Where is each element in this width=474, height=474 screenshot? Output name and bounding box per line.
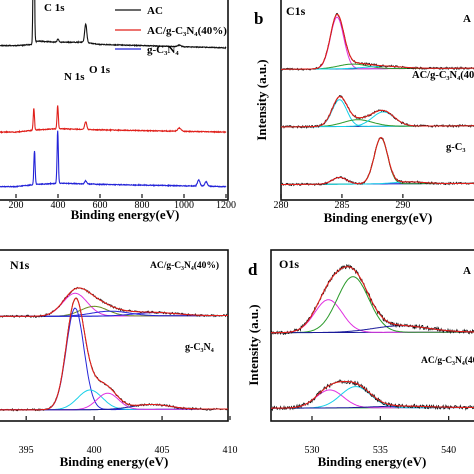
n1s-tick-label: 395 <box>19 445 34 456</box>
o1s-x-axis-label: Binding energy(eV) <box>318 454 427 469</box>
c1s-y-axis-label: Intensity (a.u.) <box>254 59 269 140</box>
panel-survey-frame <box>0 0 229 201</box>
n1s-title: N1s <box>10 258 30 272</box>
survey-series-line <box>0 105 227 134</box>
c1s-title: C1s <box>286 4 306 18</box>
panel-letter-d: d <box>248 260 258 279</box>
survey-x-axis-label: Binding energy(eV) <box>71 207 180 222</box>
o1s-tick-label: 535 <box>373 445 388 456</box>
panel-n1s-frame <box>0 249 229 422</box>
o1s-y-axis-label: Intensity (a.u.) <box>246 304 261 385</box>
o1s-x-ticks: 530 535 540 <box>305 416 456 456</box>
o1s-fit-envelope <box>271 380 474 409</box>
c1s-label-gcn: g-C₃ <box>446 142 465 153</box>
c1s-fit-envelope <box>281 95 474 128</box>
o1s-curves <box>271 263 474 412</box>
panel-c1s-frame <box>280 0 474 201</box>
panel-letter-b: b <box>254 9 263 28</box>
legend-label-ac: AC <box>147 5 163 17</box>
o1s-fit-component <box>271 276 474 334</box>
c1s-fit-envelope <box>281 136 474 186</box>
panel-c1s: 280 285 290 b C1s A AC/g-C₃N₄(40 g-C₃ Inte… <box>254 0 474 225</box>
c1s-raw-data <box>281 12 474 71</box>
o1s-tick-label: 540 <box>441 445 456 456</box>
n1s-tick-label: 400 <box>87 445 102 456</box>
n1s-x-ticks: 395 400 405 410 <box>19 416 238 456</box>
survey-tick-label: 1200 <box>216 200 236 211</box>
o1s-tick-label: 530 <box>305 445 320 456</box>
c1s-fit-envelope <box>281 13 474 70</box>
c1s-x-axis-label: Binding energy(eV) <box>324 210 433 225</box>
survey-tick-label: 600 <box>93 200 108 211</box>
c1s-curves <box>281 12 474 187</box>
panel-o1s-frame <box>270 249 474 422</box>
c1s-tick-label: 285 <box>334 200 349 211</box>
peak-label-n1s: N 1s <box>64 71 85 83</box>
survey-tick-label: 200 <box>9 200 24 211</box>
legend-label-composite: AC/g-C₃N₄(40%) <box>147 25 227 37</box>
o1s-fit-envelope <box>271 266 474 334</box>
c1s-label-ac-partial: A <box>463 13 471 25</box>
n1s-x-axis-label: Binding energy(eV) <box>60 454 169 469</box>
n1s-tick-label: 410 <box>223 445 238 456</box>
o1s-label-ac-partial: A <box>463 265 471 277</box>
n1s-label-composite: AC/g-C₃N₄(40%) <box>150 260 219 271</box>
o1s-title: O1s <box>279 257 299 271</box>
c1s-label-composite: AC/g-C₃N₄(40 <box>412 70 474 81</box>
o1s-raw-data <box>271 263 474 336</box>
o1s-label-composite: AC/g-C₃N₄(40 <box>421 355 474 366</box>
panel-survey: 200 400 600 800 1000 1200 Binding energy(eV) … <box>0 0 236 222</box>
survey-tick-label: 400 <box>51 200 66 211</box>
survey-legend: AC AC/g-C₃N₄(40%) g-C₃N₄ <box>115 5 227 56</box>
survey-tick-label: 800 <box>135 200 150 211</box>
survey-x-ticks: 200 400 600 800 1000 1200 <box>9 194 236 211</box>
peak-label-c1s: C 1s <box>44 2 65 14</box>
panel-n1s: 395 400 405 410 N1s AC/g-C₃N₄(40%) g-C₃N₄ B… <box>0 249 238 469</box>
panel-o1s: 530 535 540 d O1s A AC/g-C₃N₄(40 Intensity… <box>246 249 474 469</box>
n1s-label-gcn: g-C₃N₄ <box>185 342 214 353</box>
n1s-fit-component <box>0 307 228 411</box>
legend-label-gcn: g-C₃N₄ <box>147 44 179 56</box>
peak-label-o1s: O 1s <box>89 64 111 76</box>
survey-series-line <box>0 0 227 50</box>
c1s-fit-component <box>281 16 474 70</box>
c1s-x-ticks: 280 285 290 <box>274 194 410 211</box>
survey-curves <box>0 0 227 189</box>
n1s-fit-envelope <box>0 287 228 317</box>
survey-series-line <box>0 130 227 189</box>
n1s-fit-envelope <box>0 297 228 411</box>
c1s-tick-label: 280 <box>274 200 289 211</box>
c1s-fit-component <box>281 111 474 128</box>
n1s-tick-label: 405 <box>155 445 170 456</box>
c1s-tick-label: 290 <box>395 200 410 211</box>
n1s-curves <box>0 286 228 412</box>
survey-tick-label: 1000 <box>174 200 194 211</box>
